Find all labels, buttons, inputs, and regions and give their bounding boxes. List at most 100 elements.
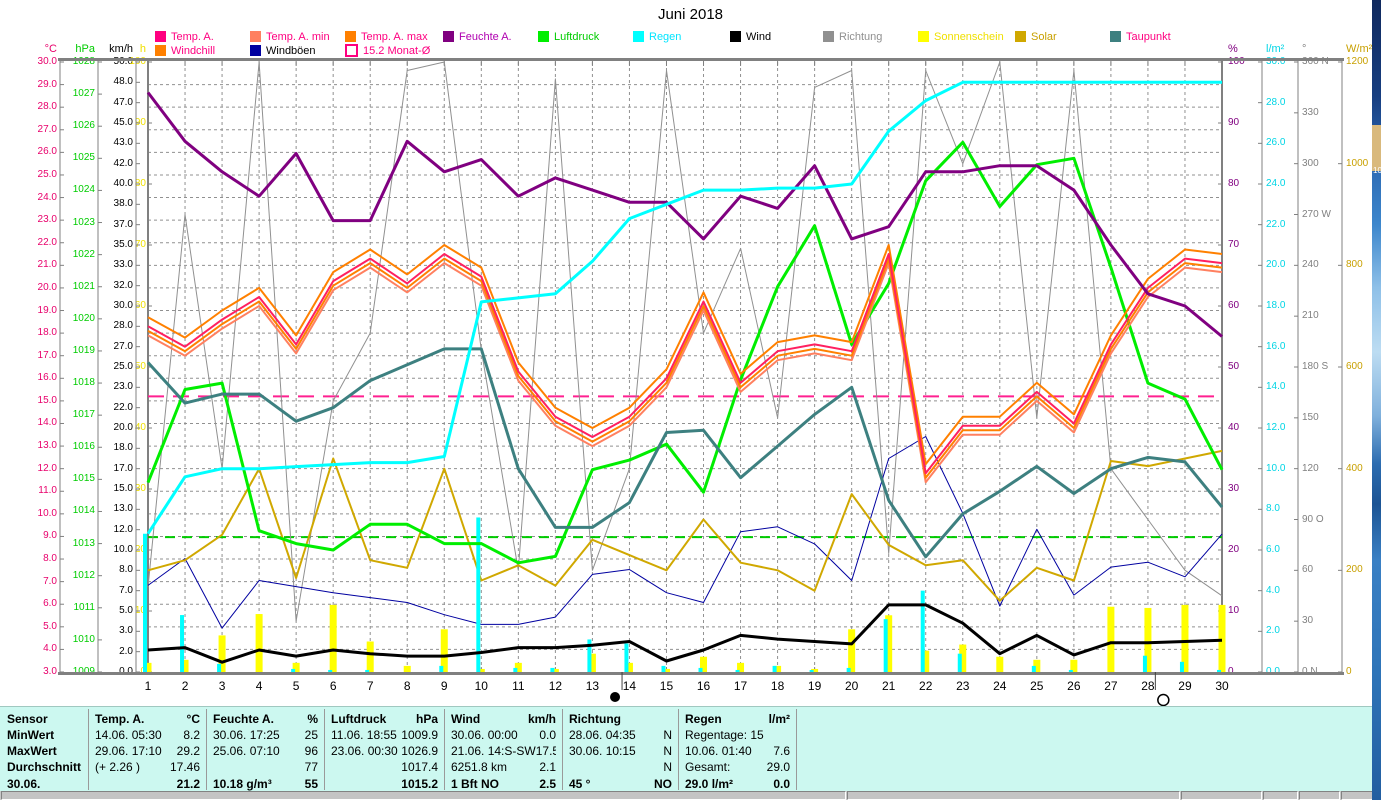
legend-swatch [823, 31, 834, 42]
axis-tick-wm2: 400 [1346, 462, 1363, 474]
x-axis-day-label: 20 [844, 679, 859, 693]
bar-regen-taeglich [291, 668, 296, 672]
x-axis-day-label: 27 [1104, 679, 1118, 693]
x-axis-day-label: 19 [807, 679, 822, 693]
legend-item-solar: Solar [1015, 30, 1057, 43]
bar-sonnenschein [551, 668, 559, 672]
axis-tick-temp: 14.0 [37, 417, 57, 429]
table-cell-value: l/m² [768, 712, 790, 726]
bar-regen-taeglich [1031, 665, 1036, 672]
axis-tick-pct: 10 [1228, 605, 1240, 616]
bar-sonnenschein [848, 629, 856, 672]
axis-tick-pct: 40 [1228, 422, 1240, 433]
table-cell: Regentage: 15 [685, 728, 764, 742]
legend-swatch [1110, 31, 1121, 42]
axis-tick-temp: 11.0 [38, 485, 57, 497]
axis-tick-temp: 15.0 [37, 394, 57, 406]
table-row: Luftdruck hPa [331, 712, 438, 726]
status-bar [0, 791, 1373, 800]
bar-regen-taeglich [846, 667, 851, 672]
bar-sonnenschein [1144, 607, 1152, 672]
legend-label: Windböen [266, 44, 316, 57]
legend-label: Solar [1031, 30, 1057, 43]
axis-tick-kmh: 7.0 [119, 584, 133, 596]
legend-label: Taupunkt [1126, 30, 1171, 43]
bar-regen-taeglich [624, 643, 629, 672]
table-cell-value: N [663, 744, 672, 758]
table-cell: Sensor [7, 712, 48, 726]
axis-unit-h: h [139, 43, 146, 55]
axis-tick-lm2: 24.0 [1266, 178, 1286, 189]
bar-sonnenschein [329, 604, 337, 672]
x-axis-day-label: 9 [440, 679, 448, 693]
axis-tick-hpa: 1014 [72, 505, 95, 517]
legend-label: Temp. A. max [361, 30, 428, 43]
x-axis-day-label: 12 [548, 679, 563, 693]
axis-tick-deg: 240 [1302, 259, 1319, 271]
bar-sonnenschein [403, 665, 411, 672]
bar-regen-taeglich [513, 667, 518, 672]
table-row: Sensor [7, 712, 82, 726]
legend-swatch [918, 31, 929, 42]
desktop-icon-label: 10 [1373, 166, 1381, 175]
axis-tick-h: 20 [134, 544, 146, 555]
x-axis-day-label: 30 [1215, 679, 1229, 693]
axis-tick-pct: 90 [1228, 117, 1240, 128]
axis-tick-lm2: 18.0 [1266, 300, 1286, 311]
series-solar [147, 449, 1223, 602]
status-bar-segment [1181, 791, 1262, 800]
table-row: 23.06. 00:30 1026.9 [331, 744, 438, 758]
legend-swatch [1015, 31, 1026, 42]
axis-tick-deg: 30 [1302, 615, 1314, 627]
table-row: 11.06. 18:55 1009.9 [331, 728, 438, 742]
bar-sonnenschein [218, 635, 226, 672]
axis-tick-pct: 80 [1228, 178, 1240, 189]
bar-sonnenschein [144, 662, 152, 672]
axis-tick-kmh: 20.0 [113, 422, 133, 433]
axis-tick-kmh: 30.0 [113, 300, 133, 311]
axis-tick-deg: 150 [1302, 411, 1319, 423]
axis-tick-kmh: 17.0 [113, 462, 133, 474]
table-column-wind: Wind km/h 30.06. 00:00 0.0 21.06. 14:S-SW 17.… [446, 709, 563, 791]
axis-tick-deg: 180 S [1302, 361, 1329, 372]
series-luftdruck [146, 140, 1224, 565]
desktop-folder-icon[interactable] [1372, 125, 1381, 171]
table-cell-value: 55 [304, 777, 318, 791]
table-cell: 30.06. 00:00 [451, 728, 518, 742]
bar-sonnenschein [1181, 604, 1189, 672]
axis-tick-h: 80 [134, 178, 146, 189]
axis-tick-temp: 19.0 [37, 304, 57, 316]
x-axis-day-label: 14 [622, 679, 637, 693]
axis-tick-kmh: 35.0 [113, 239, 133, 250]
legend-item-feuchte-a-: Feuchte A. [443, 30, 512, 43]
bar-sonnenschein [737, 662, 745, 672]
axis-tick-pct: 20 [1228, 544, 1240, 555]
table-row: Gesamt: 29.0 [685, 760, 790, 774]
axis-tick-hpa: 1012 [72, 569, 95, 581]
table-row: 30.06. 00:00 0.0 [451, 728, 556, 742]
axis-tick-hpa: 1019 [72, 344, 95, 356]
table-row: (+ 2.26 ) 17.46 [95, 760, 200, 774]
axis-tick-h: 30 [134, 483, 146, 494]
table-cell-value: 1009.9 [401, 728, 438, 742]
axis-tick-temp: 21.0 [37, 259, 57, 271]
axis-tick-hpa: 1013 [72, 537, 95, 549]
table-cell: (+ 2.26 ) [95, 760, 141, 774]
x-axis-day-label: 11 [512, 679, 525, 693]
legend-label: Regen [649, 30, 682, 43]
table-cell-value: °C [186, 712, 200, 726]
bar-regen-taeglich [772, 665, 777, 672]
table-cell: 10.06. 01:40 [685, 744, 752, 758]
table-cell-value: 96 [304, 744, 318, 758]
series-windboeen [147, 436, 1223, 629]
desktop-background-strip [1372, 0, 1381, 800]
bar-regen-taeglich [439, 665, 444, 672]
axis-tick-temp: 30.0 [37, 56, 57, 67]
bar-sonnenschein [1107, 606, 1115, 672]
table-row: 1017.4 [331, 760, 438, 774]
table-cell: 25.06. 07:10 [213, 744, 280, 758]
x-axis-day-label: 22 [919, 679, 933, 693]
axis-tick-wm2: 1200 [1346, 56, 1369, 67]
axis-tick-deg: 90 O [1302, 513, 1324, 525]
table-cell: 6251.8 km [451, 760, 508, 774]
